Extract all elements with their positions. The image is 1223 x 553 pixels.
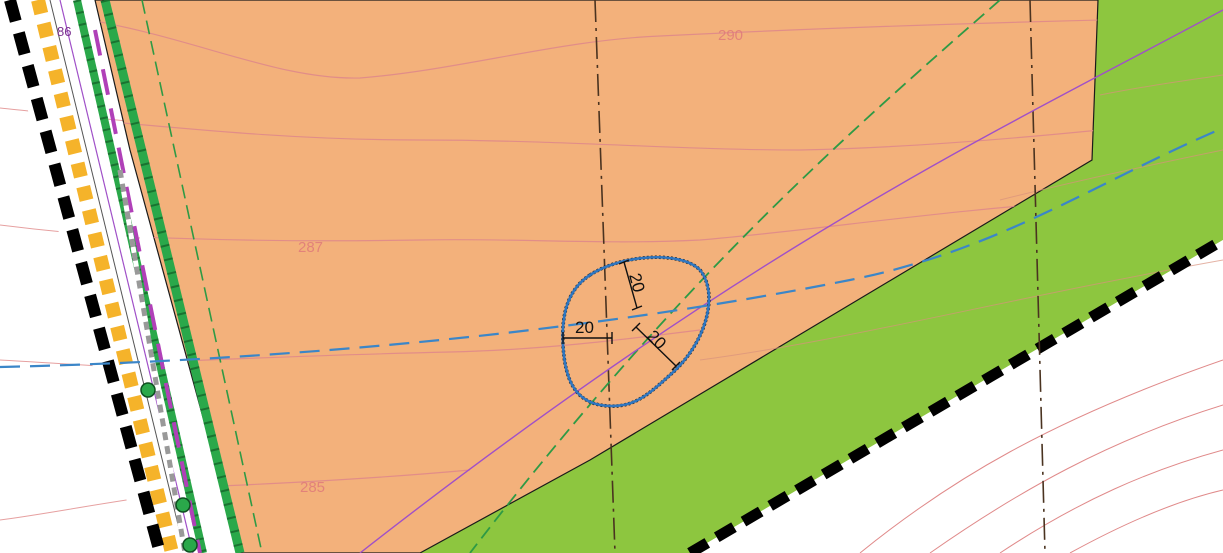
green-dash-line-diagonal (469, 0, 1001, 553)
brown-dash-line-2 (1029, 0, 1046, 553)
contour-label-top: 290 (718, 27, 743, 44)
blue-dash-line (0, 126, 1223, 369)
green-dash-line-left (141, 0, 263, 553)
left-strips (0, 0, 245, 553)
dim-label-left: 20 (575, 318, 594, 337)
contour-label-middle: 287 (298, 239, 323, 256)
contour-label-bottom: 285 (300, 479, 325, 496)
parcel-number-label: 86 (57, 24, 71, 39)
contours-green (699, 74, 1223, 361)
boundary-dashed-left (4, 0, 166, 553)
dim-line-right (635, 326, 677, 367)
green-zone (420, 0, 1223, 553)
dim-label-top: 20 (625, 271, 648, 294)
dim-line-top (623, 261, 638, 309)
brown-dash-line-1 (594, 0, 616, 553)
boundary-dashed-right (687, 235, 1223, 553)
white-zone-bottom-right (690, 240, 1223, 553)
contours-orange (95, 19, 1098, 491)
purple-diagonal-line (359, 9, 1223, 553)
contours-bottom-right (859, 359, 1223, 553)
